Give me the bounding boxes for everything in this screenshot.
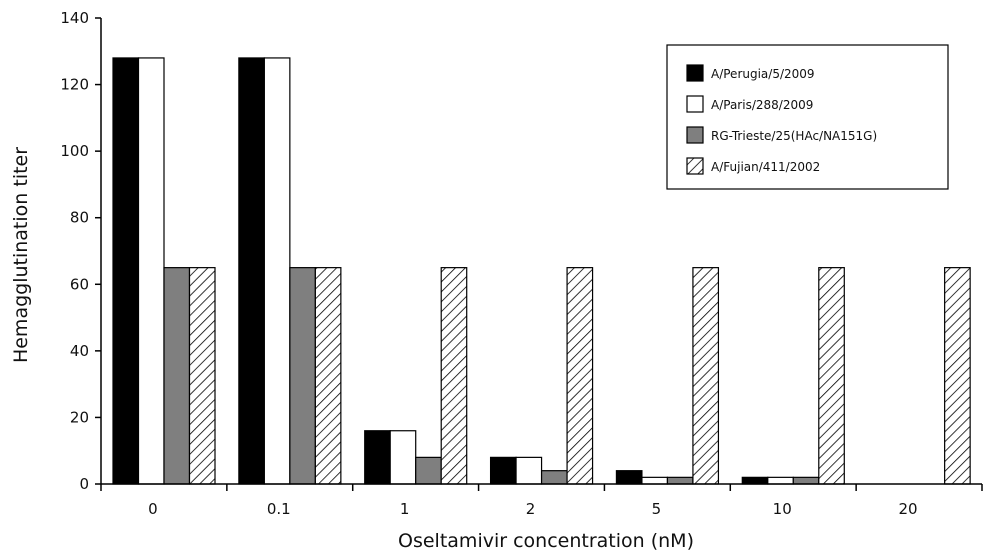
bar-4-0 (188, 267, 216, 485)
bar-1-0.1 (238, 57, 265, 485)
x-tick-label: 20 (899, 500, 918, 518)
y-tick-label: 0 (79, 475, 89, 493)
y-tick-label: 40 (70, 342, 89, 360)
x-tick-label: 0 (148, 500, 158, 518)
bar-1-2 (489, 456, 517, 485)
y-tick-label: 60 (70, 275, 89, 293)
x-tick-label: 10 (773, 500, 792, 518)
axes: 0 20 40 60 80 100 120 140 0 0.1 1 2 5 10 20 (60, 9, 983, 518)
bar-2-10 (767, 476, 794, 485)
x-tick-label: 2 (526, 500, 536, 518)
bar-2-0 (137, 57, 165, 485)
bar-4-20 (944, 267, 971, 485)
bar-2-2 (515, 456, 543, 485)
bar-3-1 (415, 456, 442, 485)
bar-3-10 (792, 476, 820, 485)
legend: A/Perugia/5/2009 A/Paris/288/2009 RG-Tries… (666, 44, 949, 190)
y-axis-title: Hemagglutination titer (10, 147, 32, 363)
bar-4-10 (818, 267, 845, 485)
bar-1-5 (615, 470, 643, 485)
plot-area (112, 57, 971, 485)
bar-1-1 (364, 430, 391, 485)
bar-4-1 (440, 267, 468, 485)
bar-2-1 (389, 430, 417, 485)
bar-3-5 (666, 476, 694, 485)
y-tick-label: 20 (70, 408, 89, 426)
legend-label: A/Fujian/411/2002 (711, 160, 820, 174)
x-tick-label: 5 (652, 500, 662, 518)
x-tick-label: 0.1 (267, 500, 291, 518)
y-tick-label: 140 (60, 9, 89, 27)
legend-swatch (686, 157, 704, 175)
legend-label: A/Perugia/5/2009 (711, 67, 815, 81)
legend-label: RG-Trieste/25(HAc/NA151G) (711, 129, 877, 143)
bar-1-0 (112, 57, 140, 485)
x-tick-label: 1 (400, 500, 410, 518)
bar-2-0.1 (263, 57, 291, 485)
bar-3-0.1 (289, 267, 316, 485)
bar-1-10 (741, 476, 769, 485)
bar-3-0 (163, 267, 191, 485)
bar-4-5 (692, 267, 720, 485)
bar-3-2 (540, 470, 568, 485)
bar-4-2 (566, 267, 594, 485)
bar-2-5 (641, 476, 669, 485)
bar-4-0.1 (314, 267, 342, 485)
x-axis-title: Oseltamivir concentration (nM) (398, 530, 694, 552)
legend-label: A/Paris/288/2009 (711, 98, 813, 112)
legend-box (666, 44, 949, 190)
y-tick-label: 100 (60, 142, 89, 160)
legend-swatch (686, 64, 704, 82)
y-tick-label: 80 (70, 209, 89, 227)
legend-swatch (686, 126, 704, 144)
legend-swatch (686, 95, 704, 113)
y-tick-label: 120 (60, 76, 89, 94)
